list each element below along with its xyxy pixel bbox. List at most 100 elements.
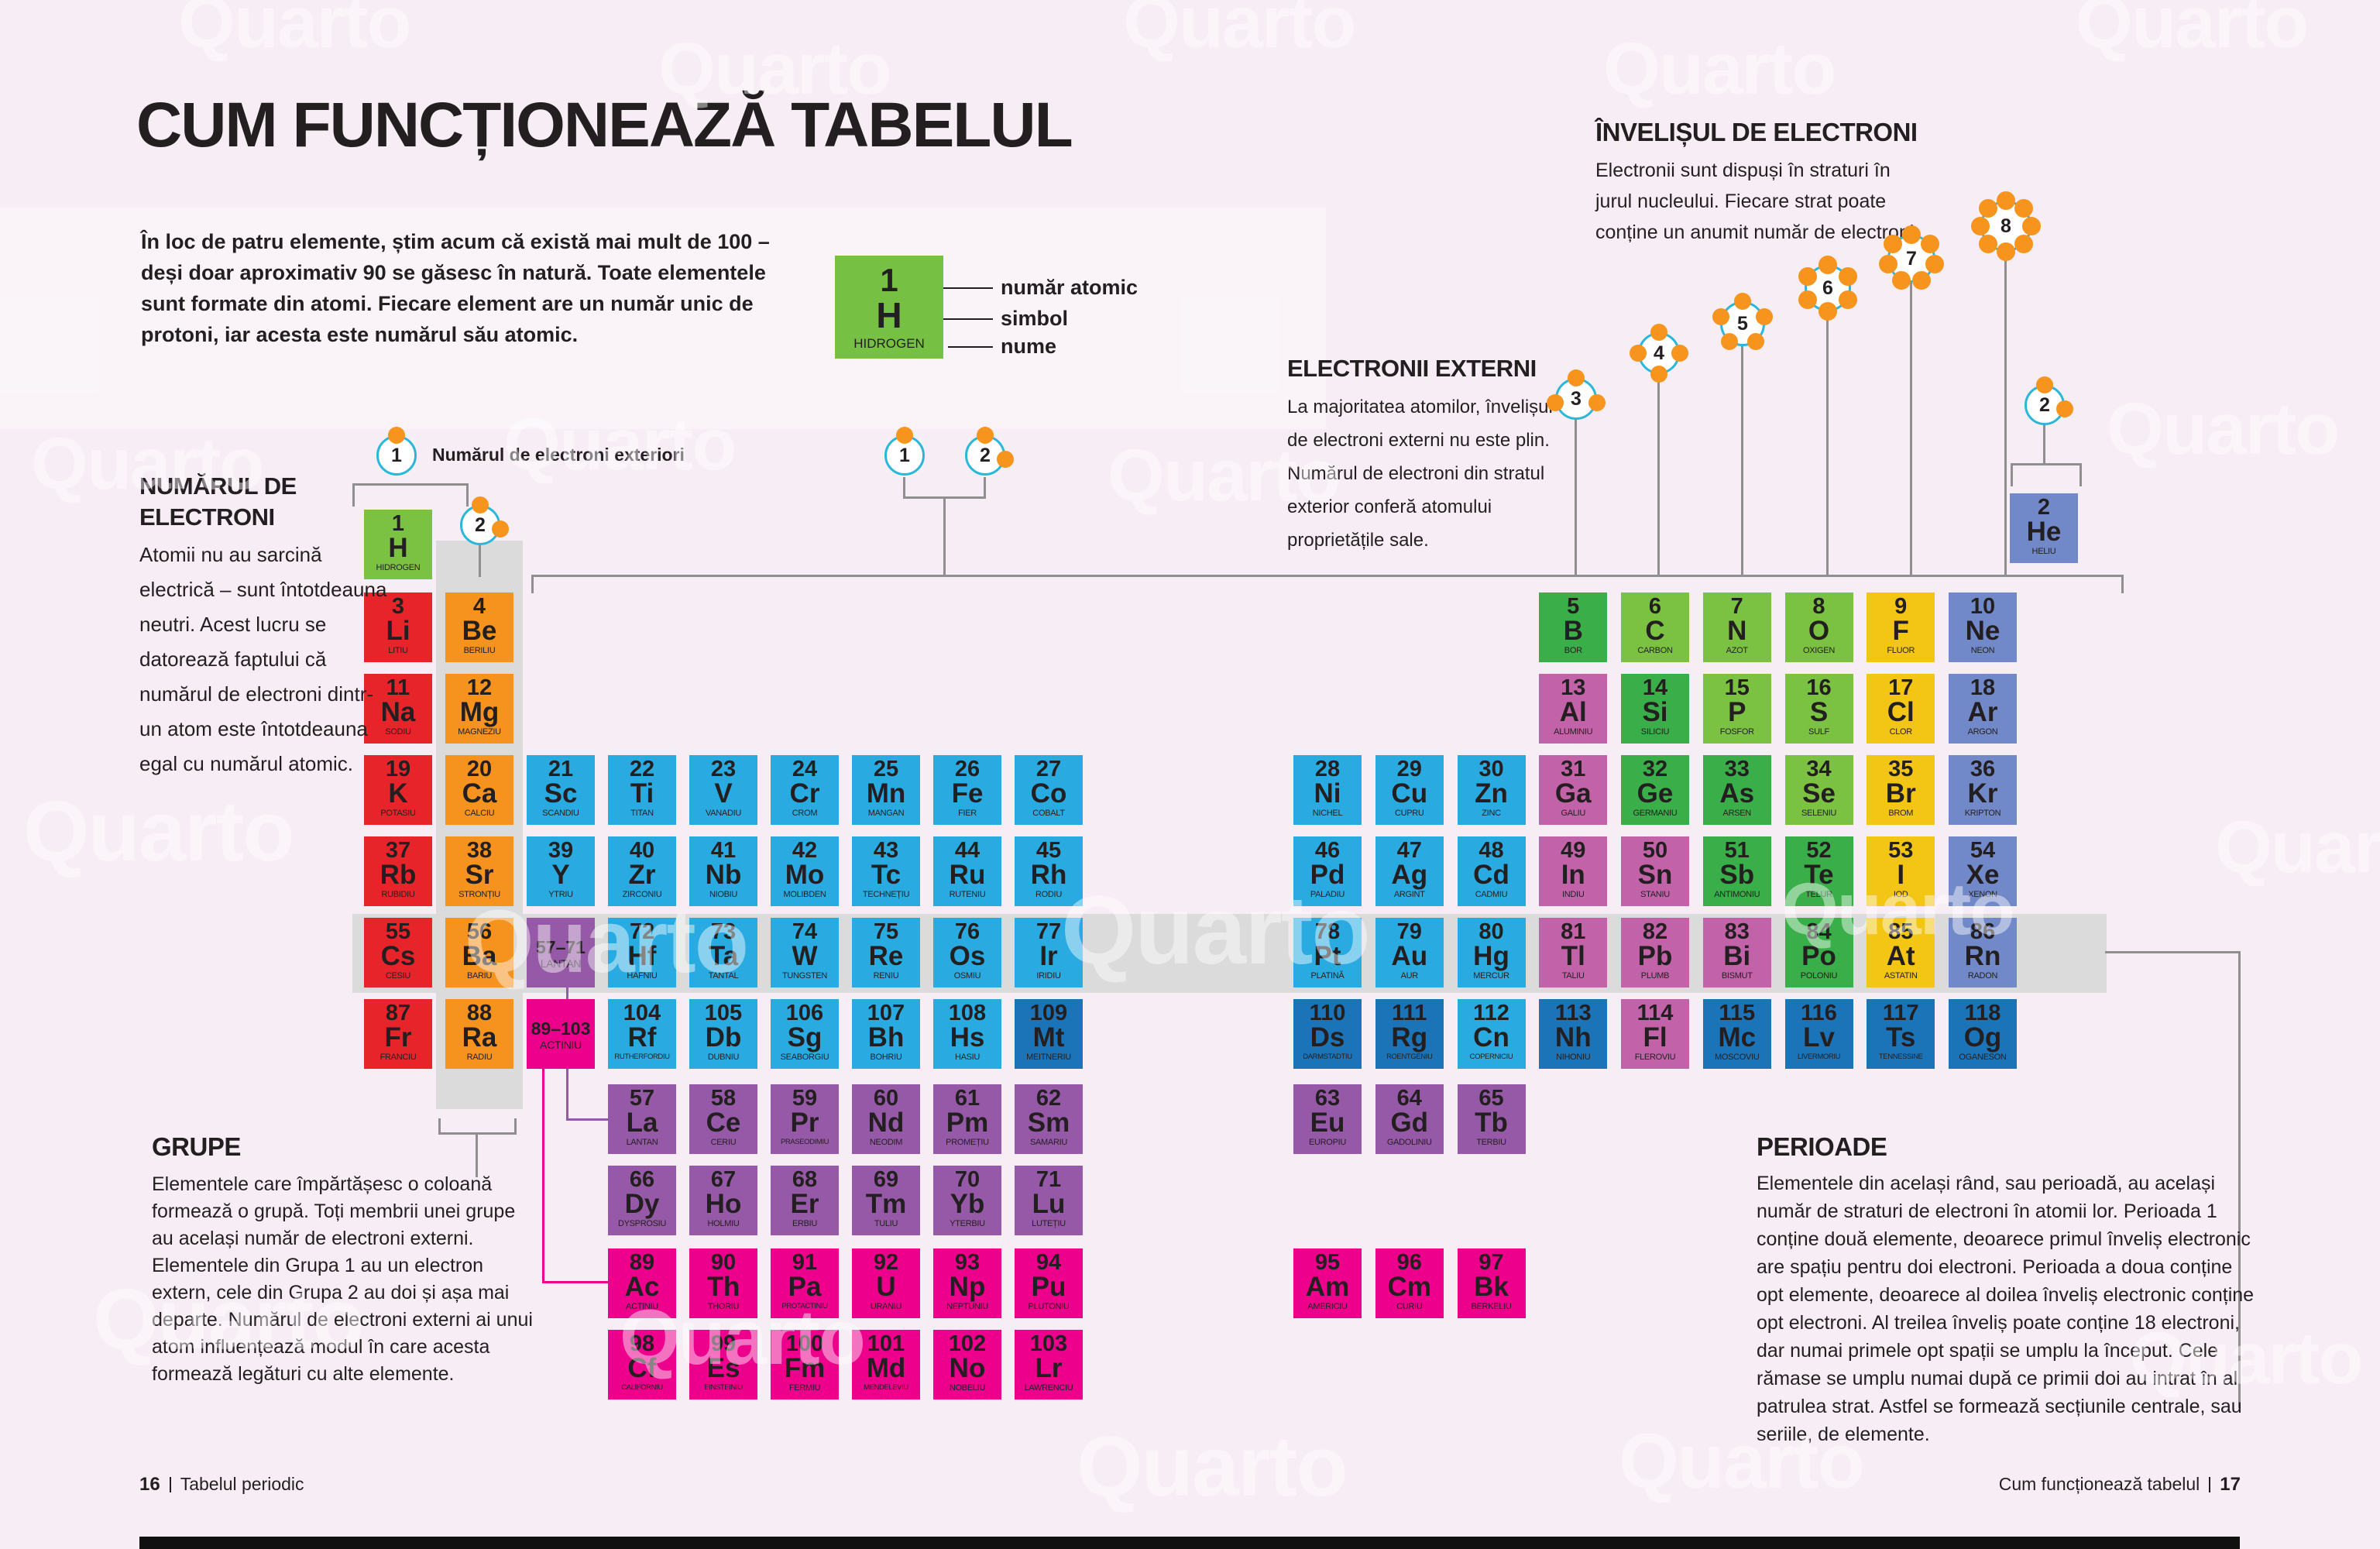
electron-dot — [1671, 345, 1688, 362]
shell-diagram-4-electrons: 4 — [1630, 324, 1688, 383]
element-symbol: Cn — [1473, 1022, 1509, 1053]
element-symbol: Se — [1802, 778, 1836, 809]
electron-dot — [2055, 400, 2073, 417]
atomic-number: 46 — [1314, 838, 1341, 863]
element-cell-bi: 83 Bi BISMUT — [1702, 918, 1771, 987]
atomic-number: 91 — [792, 1250, 818, 1275]
atomic-number: 56 — [466, 919, 493, 944]
element-name: CALIFORNIU — [621, 1383, 663, 1392]
atomic-number: 97 — [1478, 1250, 1504, 1275]
section-title-grupe: GRUPE — [152, 1132, 241, 1161]
atomic-number: 5 — [1567, 594, 1580, 619]
element-name: MOLIBDEN — [783, 890, 826, 899]
placeholder-range: 89–103 — [531, 1018, 591, 1039]
element-symbol: Pu — [1031, 1272, 1066, 1302]
element-symbol: Kr — [1967, 778, 1998, 809]
electron-dot — [1971, 217, 1990, 235]
connector-line — [466, 483, 469, 507]
element-symbol: C — [1645, 616, 1665, 646]
placeholder-name: LANTAN — [540, 957, 582, 970]
element-symbol: Mg — [459, 697, 500, 727]
electron-dot — [896, 427, 913, 444]
element-symbol: Es — [706, 1353, 740, 1383]
element-name: TERBIU — [1476, 1138, 1506, 1147]
element-cell-pb: 82 Pb PLUMB — [1621, 918, 1689, 987]
element-cell-bk: 97 Bk BERKELIU — [1457, 1248, 1526, 1318]
atomic-number: 44 — [954, 838, 981, 863]
element-symbol: Hg — [1473, 941, 1509, 971]
element-name: PROMEȚIU — [946, 1138, 989, 1147]
atomic-number: 86 — [1970, 919, 1996, 944]
element-name: FOSFOR — [1719, 727, 1754, 737]
element-symbol: Ba — [462, 941, 497, 971]
element-symbol: Cm — [1387, 1272, 1431, 1302]
element-name: BERILIU — [463, 646, 496, 655]
element-name: ANTIMONIU — [1714, 890, 1760, 899]
connector-line — [948, 346, 993, 348]
element-name: FLUOR — [1887, 646, 1915, 655]
atomic-number: 28 — [1314, 757, 1341, 781]
legend-element-box: 1 H HIDROGEN — [835, 256, 943, 359]
element-symbol: Pa — [788, 1272, 822, 1302]
element-cell-ni: 28 Ni NICHEL — [1293, 755, 1362, 825]
element-cell-ds: 110 Ds DARMSTADTIU — [1293, 999, 1362, 1069]
element-name: RENIU — [873, 971, 899, 981]
quarto-watermark: Quarto — [1603, 28, 1836, 110]
element-cell-rn: 86 Rn RADON — [1949, 918, 2017, 987]
element-name: POLONIU — [1800, 971, 1838, 981]
element-name: OGANESON — [1959, 1053, 2007, 1062]
element-symbol: Ge — [1636, 778, 1674, 809]
element-symbol: Fm — [784, 1353, 826, 1383]
element-name: CALCIU — [464, 809, 495, 818]
atomic-number: 67 — [710, 1167, 737, 1192]
element-cell-kr: 36 Kr KRIPTON — [1949, 755, 2017, 825]
element-name: CARBON — [1637, 646, 1673, 655]
element-cell-np: 93 Np NEPTUNIU — [933, 1248, 1001, 1318]
element-name: STANIU — [1640, 890, 1670, 899]
element-symbol: O — [1808, 616, 1830, 646]
atomic-number: 50 — [1642, 838, 1668, 863]
quarto-watermark: Quarto — [2076, 0, 2309, 64]
element-cell-cu: 29 Cu CUPRU — [1375, 755, 1444, 825]
element-cell-ru: 44 Ru RUTENIU — [933, 836, 1001, 906]
shell-diagram-1-electrons: 1 — [884, 427, 925, 476]
element-name: POTASIU — [380, 809, 416, 818]
element-cell-u: 92 U URANIU — [852, 1248, 920, 1318]
element-cell-os: 76 Os OSMIU — [933, 918, 1001, 987]
element-symbol: F — [1892, 616, 1909, 646]
element-name: PALADIU — [1310, 890, 1345, 899]
element-cell-ce: 58 Ce CERIU — [689, 1084, 757, 1154]
element-symbol: Eu — [1310, 1108, 1345, 1138]
element-name: OXIGEN — [1803, 646, 1835, 655]
outer-electrons-label: Numărul de electroni exteriori — [432, 445, 685, 465]
atomic-number: 9 — [1894, 594, 1908, 619]
atomic-number: 113 — [1554, 1001, 1592, 1025]
element-cell-ac: 89 Ac ACTINIU — [608, 1248, 676, 1318]
element-name: SAMARIU — [1029, 1138, 1068, 1147]
element-name: NICHEL — [1312, 809, 1343, 818]
placeholder-lantan: 57–71 LANTAN — [527, 918, 595, 987]
element-name: DARMSTADTIU — [1303, 1053, 1352, 1061]
element-symbol: La — [626, 1108, 658, 1138]
element-symbol: Pb — [1637, 941, 1673, 971]
element-cell-tb: 65 Tb TERBIU — [1457, 1084, 1526, 1154]
element-name: BISMUT — [1721, 971, 1753, 981]
atomic-number: 114 — [1636, 1001, 1674, 1025]
atomic-number: 52 — [1806, 838, 1832, 863]
element-cell-er: 68 Er ERBIU — [771, 1166, 839, 1235]
connector-line — [1910, 283, 1912, 575]
element-name: SULF — [1808, 727, 1829, 737]
atomic-number: 95 — [1314, 1250, 1341, 1275]
element-symbol: Tl — [1561, 941, 1585, 971]
element-cell-ge: 32 Ge GERMANIU — [1621, 755, 1689, 825]
element-cell-gd: 64 Gd GADOLINIU — [1375, 1084, 1444, 1154]
section-title-perioade: PERIOADE — [1757, 1132, 1887, 1161]
element-cell-br: 35 Br BROM — [1867, 755, 1935, 825]
atomic-number: 112 — [1473, 1001, 1509, 1025]
element-cell-re: 75 Re RENIU — [852, 918, 920, 987]
element-name: NEON — [1970, 646, 1995, 655]
footer-right-label: Cum funcționează tabelul — [1998, 1474, 2200, 1494]
element-symbol: Tm — [865, 1189, 907, 1219]
atomic-number: 117 — [1882, 1001, 1919, 1025]
shell-diagram-2-electrons: 2 — [965, 427, 1014, 476]
